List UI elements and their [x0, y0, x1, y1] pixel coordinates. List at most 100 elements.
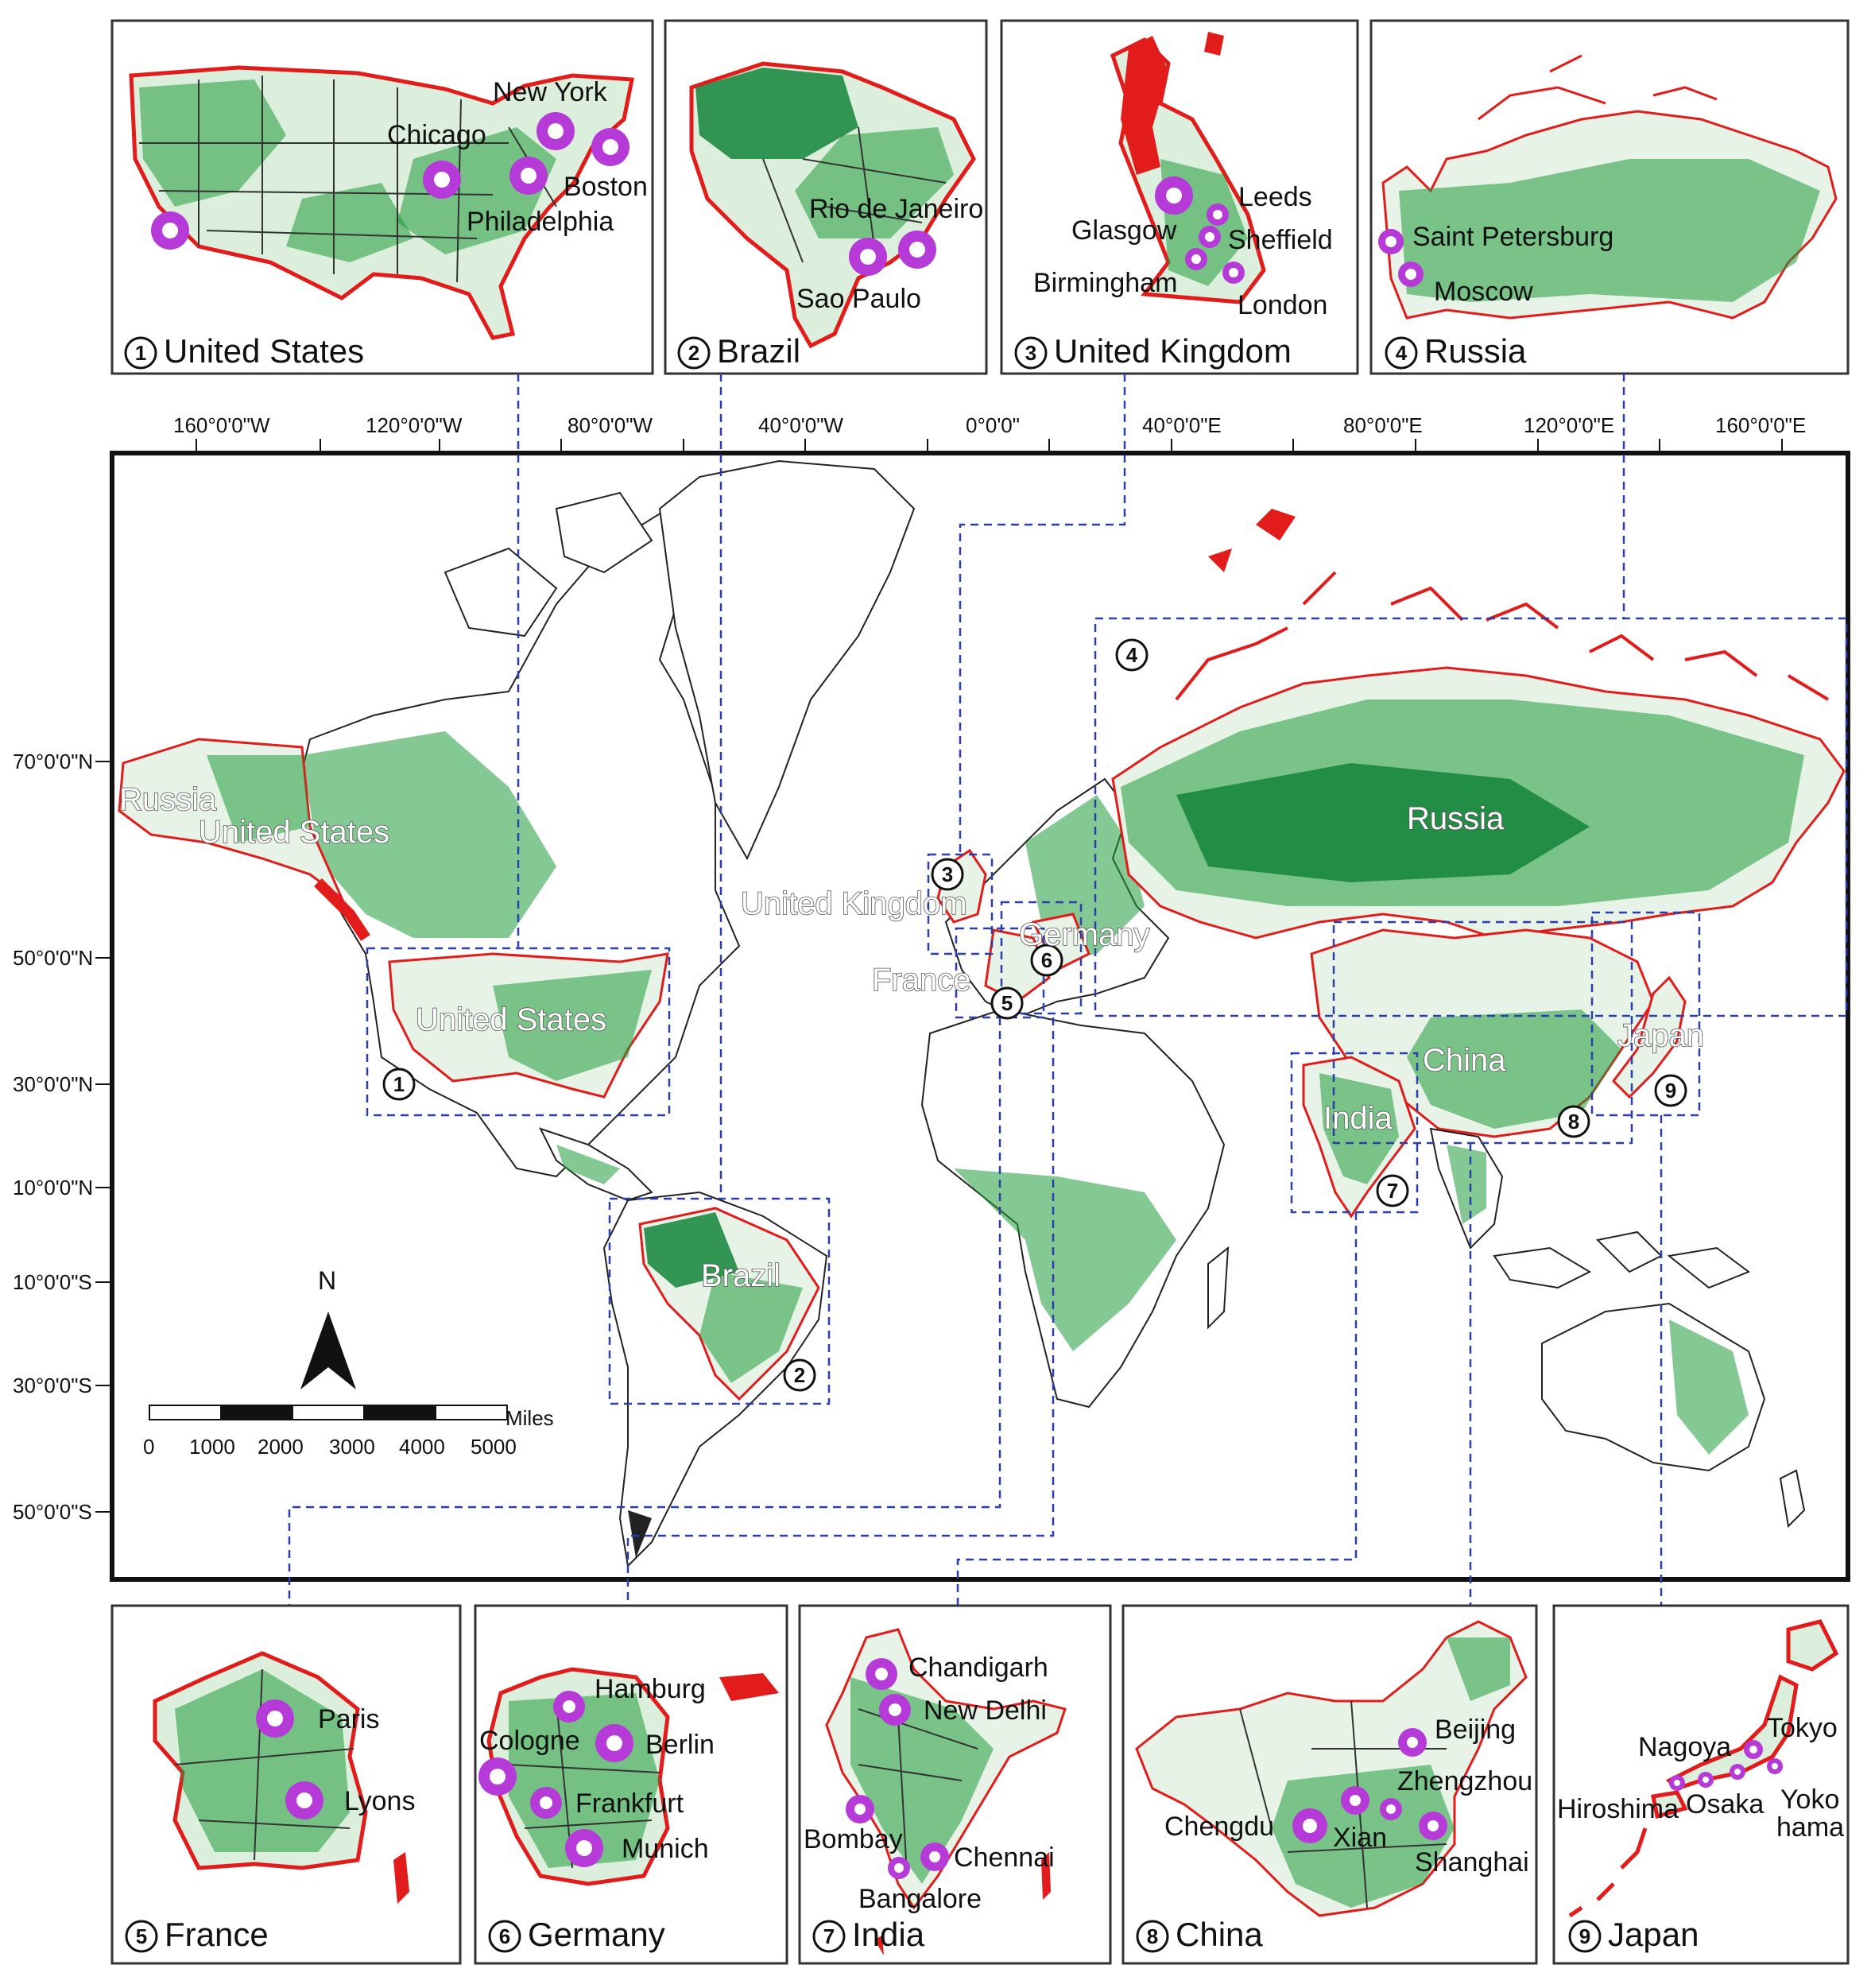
city-label: Glasgow [1071, 215, 1177, 246]
longitude-tick: 120°0'0"W [366, 413, 463, 437]
panel-title: China [1176, 1916, 1263, 1953]
svg-text:4: 4 [1126, 643, 1138, 667]
city-marker [1155, 176, 1193, 215]
city-marker [1292, 1808, 1327, 1843]
japan-landmass [1786, 1619, 1839, 1672]
city-marker [151, 211, 189, 250]
map-marker-1: 1 [382, 1068, 416, 1101]
city-label: Yoko [1780, 1785, 1839, 1815]
svg-text:5: 5 [1001, 991, 1013, 1015]
map-label: United States [199, 815, 389, 850]
city-marker [553, 1691, 585, 1723]
city-label: Frankfurt [575, 1788, 684, 1819]
city-label: Hamburg [595, 1674, 706, 1704]
city-marker [1380, 1798, 1402, 1820]
latitude-axis: 70°0'0"N 50°0'0"N 30°0'0"N 10°0'0"N 10°0… [13, 750, 112, 1524]
panel-title: United Kingdom [1054, 332, 1292, 370]
city-label: Cologne [479, 1726, 580, 1756]
inset-connectors [288, 374, 1663, 1606]
longitude-tick: 0°0'0" [966, 413, 1020, 437]
scale-value: 4000 [399, 1435, 445, 1459]
city-label: Bangalore [858, 1884, 982, 1914]
city-marker [256, 1699, 294, 1738]
city-label: Saint Petersburg [1412, 222, 1613, 252]
longitude-tick: 160°0'0"W [173, 413, 270, 437]
panel-number-badge [124, 336, 157, 370]
city-label: Munich [622, 1834, 709, 1864]
panel-russia: Saint Petersburg Moscow 4 Russia [1369, 19, 1850, 375]
panel-number: 1 [135, 341, 146, 365]
panel-title: Japan [1608, 1916, 1699, 1953]
map-label: Russia [1407, 801, 1505, 836]
panel-number: 6 [499, 1924, 510, 1948]
scale-value: 2000 [258, 1435, 304, 1459]
panel-number: 9 [1579, 1924, 1590, 1948]
latitude-tick: 10°0'0"S [13, 1270, 92, 1294]
panel-number-badge [677, 336, 711, 370]
longitude-tick: 120°0'0"E [1524, 413, 1614, 437]
longitude-tick: 40°0'0"W [758, 413, 843, 437]
city-label: Beijing [1435, 1715, 1516, 1745]
city-marker [1222, 262, 1245, 284]
city-label: Lyons [344, 1786, 415, 1816]
map-marker-9: 9 [1654, 1074, 1687, 1107]
panel-title: Germany [528, 1916, 665, 1953]
city-label: Paris [318, 1704, 379, 1734]
city-label: Rio de Janeiro [809, 194, 983, 224]
city-marker [530, 1787, 562, 1819]
city-marker [1341, 1786, 1369, 1815]
city-label: Birmingham [1033, 268, 1177, 298]
panel-india: Chandigarh New Delhi Bombay Chennai Bang… [798, 1604, 1112, 1965]
svg-text:8: 8 [1568, 1110, 1579, 1134]
panel-germany: Hamburg Cologne Berlin Frankfurt Munich … [474, 1604, 788, 1965]
city-label: Moscow [1434, 277, 1533, 307]
scale-value: 3000 [329, 1435, 375, 1459]
city-marker [1207, 203, 1229, 226]
city-marker [1419, 1812, 1447, 1840]
city-label: Chandigarh [908, 1653, 1048, 1683]
world-map: 160°0'0"W 120°0'0"W 80°0'0"W 40°0'0"W 0°… [13, 374, 1850, 1606]
panel-united-kingdom: Leeds Glasgow Sheffield Birmingham Londo… [1000, 19, 1359, 375]
city-label: Boston [564, 172, 648, 202]
city-marker [920, 1843, 949, 1871]
greenland [658, 459, 916, 861]
panel-title: United States [164, 332, 364, 370]
city-label: Tokyo [1767, 1713, 1838, 1743]
map-label: Japan [1617, 1018, 1704, 1053]
longitude-tick: 80°0'0"E [1343, 413, 1423, 437]
city-label: Hiroshima [1557, 1794, 1679, 1824]
city-marker [1398, 1728, 1427, 1757]
panel-number-badge [488, 1920, 521, 1953]
map-label: Germany [1019, 917, 1150, 952]
city-marker [866, 1658, 897, 1690]
city-label: Sheffield [1228, 225, 1333, 255]
city-label: Chengdu [1164, 1812, 1274, 1842]
panel-brazil: Rio de Janeiro Sao Paulo 2 Brazil [664, 19, 988, 375]
map-label: India [1323, 1101, 1393, 1136]
latitude-tick: 50°0'0"S [13, 1500, 92, 1524]
map-marker-8: 8 [1557, 1105, 1590, 1138]
map-label: United States [416, 1002, 606, 1037]
japan-region [1612, 975, 1687, 1099]
city-marker [1398, 262, 1424, 287]
city-marker [849, 238, 887, 276]
north-arrow-icon: N [300, 1266, 356, 1389]
longitude-tick: 80°0'0"W [567, 413, 653, 437]
longitude-axis: 160°0'0"W 120°0'0"W 80°0'0"W 40°0'0"W 0°… [173, 413, 1806, 453]
city-marker [1767, 1758, 1783, 1774]
city-marker [509, 157, 548, 195]
scale-value: 5000 [471, 1435, 517, 1459]
svg-text:6: 6 [1041, 948, 1052, 972]
scale-unit: Miles [506, 1406, 554, 1430]
city-marker [537, 112, 575, 150]
scale-value: 0 [143, 1435, 154, 1459]
city-label: Nagoya [1638, 1732, 1731, 1762]
panel-number-badge [812, 1920, 846, 1953]
scale-bar: Miles 0 1000 2000 3000 4000 5000 [143, 1405, 554, 1459]
city-label: Berlin [645, 1730, 715, 1760]
map-label: France [872, 963, 971, 998]
longitude-tick: 40°0'0"E [1142, 413, 1222, 437]
city-label: London [1238, 290, 1327, 320]
map-marker-6: 6 [1030, 944, 1063, 977]
city-marker [565, 1829, 603, 1867]
